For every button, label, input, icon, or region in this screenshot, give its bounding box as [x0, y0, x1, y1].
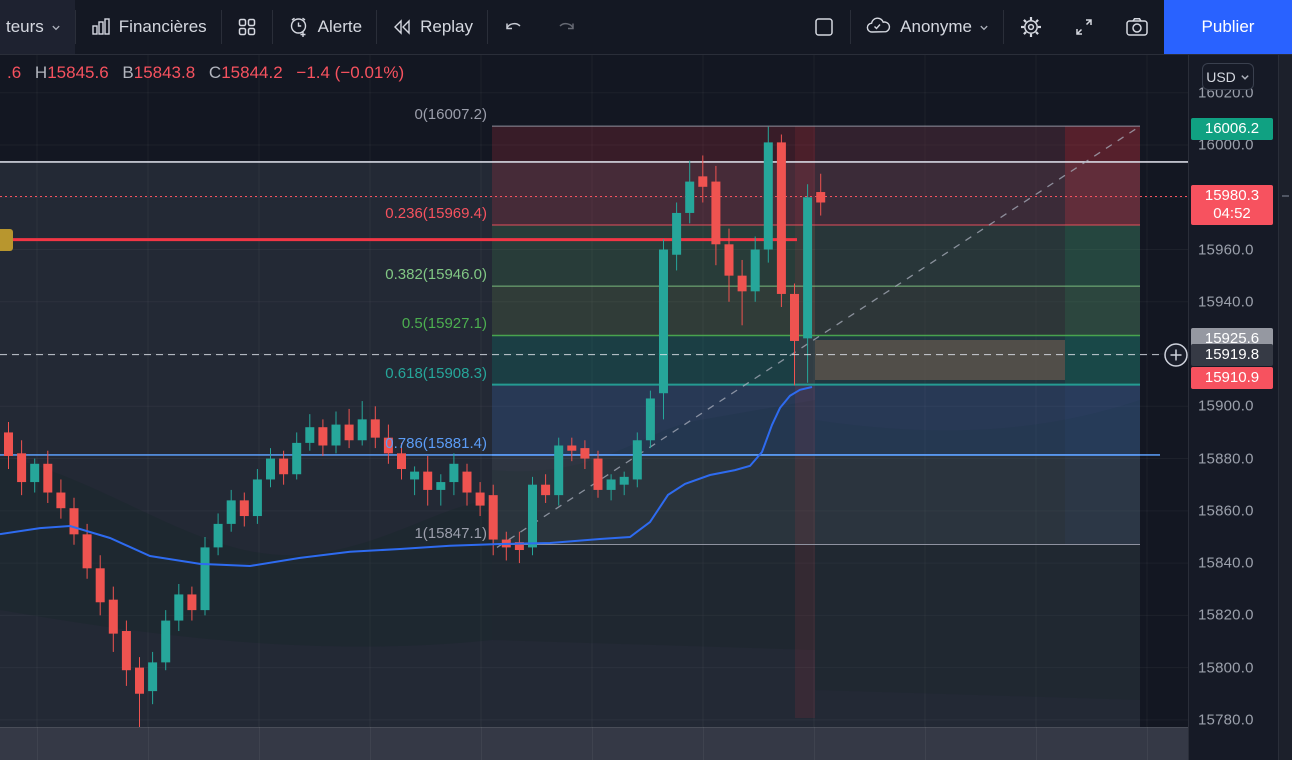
snapshot-button[interactable]: [1110, 0, 1164, 54]
crosshair-add-alert-button[interactable]: [1163, 342, 1189, 373]
bar-chart-icon: [90, 16, 112, 38]
drawing-anchor-tag[interactable]: [0, 228, 13, 251]
time-axis[interactable]: [0, 727, 1188, 760]
indicators-label: teurs: [6, 17, 44, 36]
fullscreen-button[interactable]: [1058, 0, 1110, 54]
brown-zone-box[interactable]: [815, 340, 1065, 380]
grid-icon: [236, 16, 258, 38]
toolbar-separator: [1003, 10, 1004, 44]
redo-button[interactable]: [540, 0, 592, 54]
ohlc-low-value: 15843.8: [133, 63, 196, 82]
settings-button[interactable]: [1004, 0, 1058, 54]
indicators-button[interactable]: teurs: [0, 0, 75, 54]
toolbar-separator: [74, 10, 76, 44]
chevron-down-icon: [979, 22, 989, 32]
fib-level-label[interactable]: 0.382(15946.0): [385, 266, 487, 283]
sidebar-handle: [1282, 195, 1289, 197]
right-sidebar-strip[interactable]: [1278, 55, 1292, 760]
price-tick-label: 15900.0: [1198, 397, 1254, 415]
replay-label: Replay: [420, 17, 474, 36]
toolbar-right-group: Anonyme: [798, 0, 1292, 54]
candlestick-chart[interactable]: .6 H15845.6 B15843.8 C15844.2 −1.4 (−0.0…: [0, 55, 1188, 727]
candles: [4, 126, 826, 727]
ohlc-close-value: 15844.2: [221, 63, 283, 82]
ohlc-low-key: B: [122, 63, 134, 82]
currency-label: USD: [1206, 68, 1236, 85]
toolbar-separator: [487, 10, 489, 44]
single-layout-icon: [812, 15, 836, 39]
fib-trend-line[interactable]: [496, 125, 1141, 548]
chevron-down-icon: [1241, 74, 1249, 80]
redo-icon: [554, 15, 578, 39]
crosshair-price-badge: 15919.8: [1191, 344, 1273, 366]
ohlc-close-key: C: [208, 63, 222, 82]
fib-level-label[interactable]: 0.618(15908.3): [385, 365, 487, 382]
cloud-check-icon: [865, 15, 893, 39]
toolbar-separator: [376, 10, 378, 44]
plus-circle-icon: [1164, 342, 1188, 367]
alert-label: Alerte: [317, 17, 363, 36]
ohlc-high-value: 15845.6: [47, 63, 109, 82]
chart-canvas[interactable]: [0, 55, 1188, 727]
ohlc-high-key: H: [34, 63, 48, 82]
price-tick-label: 16000.0: [1198, 136, 1254, 154]
price-tick-label: 15860.0: [1198, 502, 1254, 520]
cloud-account-button[interactable]: Anonyme: [851, 0, 1003, 54]
price-tick-label: 15780.0: [1198, 711, 1254, 729]
price-tick-label: 15880.0: [1198, 450, 1254, 468]
price-tick-label: 15940.0: [1198, 293, 1254, 311]
toolbar-separator: [850, 10, 852, 44]
financials-label: Financières: [118, 17, 207, 36]
fib-level-label[interactable]: 0.236(15969.4): [385, 205, 487, 222]
price-tick-label: 15960.0: [1198, 241, 1254, 259]
gray-overlay-box[interactable]: [815, 126, 1065, 385]
financials-button[interactable]: Financières: [76, 0, 221, 54]
undo-button[interactable]: [488, 0, 540, 54]
fib-level-label[interactable]: 0.5(15927.1): [401, 315, 487, 332]
layout-templates-button[interactable]: [222, 0, 272, 54]
ohlc-change: −1.4 (−0.01%): [296, 63, 405, 82]
ohlc-readout: .6 H15845.6 B15843.8 C15844.2 −1.4 (−0.0…: [7, 63, 404, 83]
gear-icon: [1018, 14, 1044, 40]
alert-price-badge: 15910.9: [1191, 367, 1273, 389]
high-price-badge: 16006.2: [1191, 118, 1273, 140]
toolbar-separator: [220, 10, 222, 44]
publish-button[interactable]: Publier: [1164, 0, 1292, 54]
publish-label: Publier: [1201, 17, 1255, 36]
price-tick-label: 15800.0: [1198, 659, 1254, 677]
price-tick-label: 15820.0: [1198, 606, 1254, 624]
account-name-label: Anonyme: [900, 17, 972, 36]
last-price-badge: 15980.3 04:52: [1191, 185, 1273, 225]
replay-button[interactable]: Replay: [377, 0, 487, 54]
rewind-icon: [391, 16, 413, 38]
maximize-icon: [1072, 15, 1096, 39]
ma-line: [0, 386, 813, 568]
top-toolbar: teurs Financières: [0, 0, 1292, 55]
price-axis[interactable]: USD 16020.0 16000.0 15960.0 15940.0 15900.0 1…: [1188, 55, 1278, 760]
toolbar-separator: [271, 10, 273, 44]
alarm-plus-icon: [287, 15, 311, 39]
gridlines: [0, 55, 1188, 727]
price-tick-label: 15840.0: [1198, 554, 1254, 572]
fib-level-label[interactable]: 1(15847.1): [414, 525, 487, 542]
alert-button[interactable]: Alerte: [273, 0, 376, 54]
chevron-down-icon: [51, 22, 61, 32]
undo-icon: [502, 15, 526, 39]
ohlc-open-partial: .6: [7, 63, 22, 82]
background-box-drawing[interactable]: [0, 161, 1140, 727]
camera-icon: [1124, 15, 1150, 39]
fib-level-label[interactable]: 0.786(15881.4): [385, 435, 487, 452]
layout-select-button[interactable]: [798, 0, 850, 54]
fib-level-label[interactable]: 0(16007.2): [414, 106, 487, 123]
badge-subtext: 04:52: [1213, 205, 1251, 222]
currency-selector[interactable]: USD: [1202, 63, 1254, 90]
cloud-fill: [0, 400, 1140, 700]
